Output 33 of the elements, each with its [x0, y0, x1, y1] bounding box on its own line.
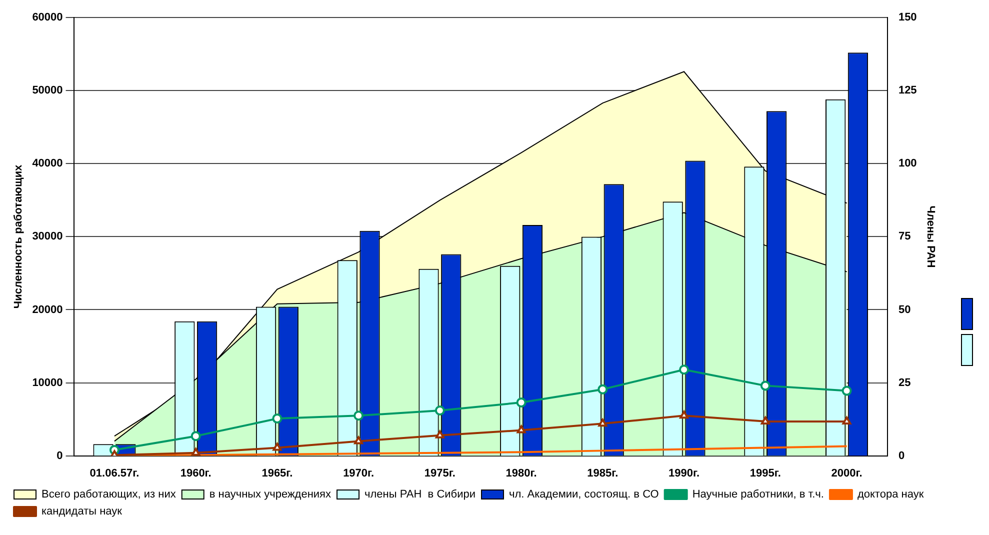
y2-tick-label: 25: [898, 376, 911, 389]
y2-tick-label: 75: [898, 230, 911, 243]
x-tick-label: 1965г.: [262, 467, 293, 480]
x-tick-label: 01.06.57г.: [90, 467, 140, 480]
x-tick-label: 1985г.: [587, 467, 618, 480]
x-tick-label: 1975г.: [424, 467, 456, 480]
x-tick-label: 1970г.: [343, 467, 374, 480]
x-tick-label: 1995г.: [750, 467, 781, 480]
y-tick-label: 10000: [32, 376, 63, 389]
legend-label: чл. Академии, состоящ. в СО: [509, 488, 660, 501]
y-tick-label: 0: [56, 450, 63, 462]
y-tick-label: 20000: [32, 304, 63, 316]
legend-label: кандидаты наук: [42, 506, 122, 518]
legend-label: Научные работники, в т.ч.: [692, 488, 824, 501]
y-tick-label: 50000: [32, 84, 63, 97]
y2-axis-title: Члены РАН: [924, 206, 936, 268]
legend-label: в научных учреждениях: [209, 488, 332, 501]
x-tick-label: 1960г.: [180, 467, 212, 480]
legend-label: члены РАН в Сибири: [364, 488, 476, 501]
y2-tick-label: 150: [898, 12, 917, 24]
y2-tick-label: 0: [898, 450, 905, 462]
y-tick-label: 60000: [32, 12, 63, 24]
x-tick-label: 1990г.: [668, 467, 700, 480]
legend-label: Всего работающих, из них: [42, 488, 176, 501]
legend-label: доктора наук: [857, 488, 924, 501]
y-tick-label: 30000: [32, 230, 63, 243]
y2-tick-label: 100: [898, 158, 917, 170]
y-tick-label: 40000: [32, 158, 63, 170]
x-tick-label: 2000г.: [831, 467, 862, 480]
y2-tick-label: 125: [898, 84, 917, 97]
x-tick-label: 1980г.: [506, 467, 537, 480]
y-axis-title: Численность работающих: [12, 164, 25, 309]
y2-tick-label: 50: [898, 304, 911, 316]
